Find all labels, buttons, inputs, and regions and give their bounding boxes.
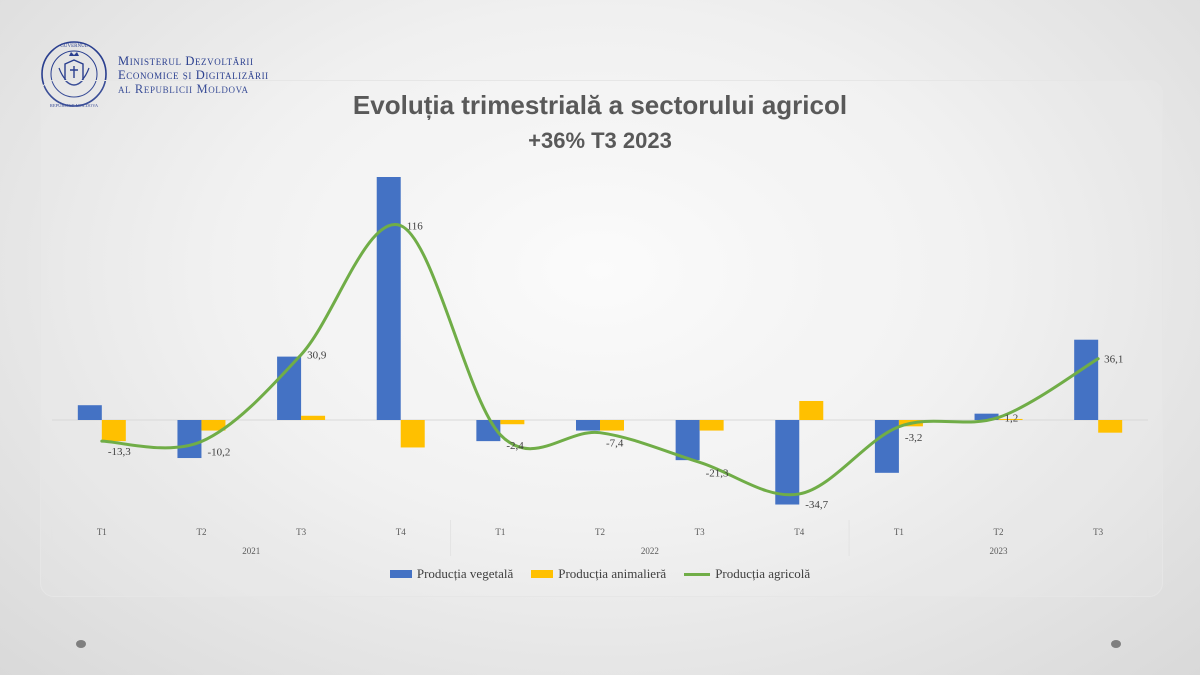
bar-vegetala bbox=[576, 420, 600, 431]
ministry-line-2: Economice și Digitalizării bbox=[118, 68, 269, 82]
bar-animaliera bbox=[600, 420, 624, 431]
data-label-agricola: 1,2 bbox=[1005, 412, 1019, 424]
x-group-label: 2023 bbox=[990, 546, 1009, 556]
bar-animaliera bbox=[201, 420, 226, 431]
legend-item-agricola: Producția agricolă bbox=[684, 566, 810, 582]
bar-animaliera bbox=[998, 418, 1023, 420]
x-tick-label: T4 bbox=[794, 527, 804, 537]
x-tick-label: T1 bbox=[894, 527, 904, 537]
data-label-agricola: 116 bbox=[407, 221, 424, 233]
legend-item-vegetala: Producția vegetală bbox=[389, 566, 514, 582]
bar-animaliera bbox=[1098, 420, 1123, 433]
slide-dot-left bbox=[76, 640, 86, 648]
chart-legend: Producția vegetală Producția animalieră … bbox=[0, 566, 1200, 582]
bar-animaliera bbox=[400, 420, 425, 448]
chart-panel bbox=[40, 80, 1163, 597]
slide-dot-right bbox=[1111, 640, 1121, 648]
ministry-name: Ministerul Dezvoltării Economice și Digi… bbox=[118, 54, 269, 96]
data-label-agricola: -21,3 bbox=[706, 467, 729, 479]
data-label-agricola: -7,4 bbox=[606, 438, 624, 450]
bar-vegetala bbox=[376, 177, 401, 420]
x-tick-label: T1 bbox=[495, 527, 505, 537]
legend-swatch-vegetala bbox=[389, 570, 412, 578]
ministry-line-1: Ministerul Dezvoltării bbox=[118, 54, 254, 68]
x-group-label: 2022 bbox=[641, 546, 659, 556]
x-tick-label: T3 bbox=[695, 527, 705, 537]
bar-vegetala bbox=[1074, 339, 1099, 420]
data-label-agricola: -10,2 bbox=[207, 447, 230, 459]
bar-vegetala bbox=[77, 405, 102, 420]
legend-item-animaliera: Producția animalieră bbox=[531, 566, 666, 582]
x-group-label: 2021 bbox=[242, 546, 260, 556]
x-tick-label: T2 bbox=[595, 527, 605, 537]
bar-vegetala bbox=[675, 420, 700, 461]
bar-vegetala bbox=[775, 420, 800, 505]
legend-label-animaliera: Producția animalieră bbox=[558, 566, 667, 581]
bar-animaliera bbox=[101, 420, 126, 442]
ministry-line-3: al Republicii Moldova bbox=[118, 82, 249, 96]
x-tick-label: T2 bbox=[994, 527, 1004, 537]
ministry-header: GUVERNUL REPUBLICII MOLDOVA Ministerul D… bbox=[40, 36, 269, 114]
data-label-agricola: -2,4 bbox=[506, 440, 524, 452]
legend-label-vegetala: Producția vegetală bbox=[416, 566, 514, 581]
chart-title: Evoluția trimestrială a sectorului agric… bbox=[352, 90, 848, 120]
bar-animaliera bbox=[699, 420, 724, 431]
bar-vegetala bbox=[974, 413, 999, 420]
data-label-agricola: -34,7 bbox=[805, 499, 828, 511]
bar-animaliera bbox=[500, 420, 525, 425]
chart-subtitle: +36% T3 2023 bbox=[528, 128, 672, 153]
government-seal-icon: GUVERNUL REPUBLICII MOLDOVA bbox=[41, 41, 107, 108]
legend-swatch-agricola bbox=[684, 572, 711, 576]
seal-text-top: GUVERNUL bbox=[60, 44, 88, 49]
x-tick-label: T3 bbox=[1093, 527, 1103, 537]
x-tick-label: T1 bbox=[97, 527, 107, 537]
x-tick-label: T2 bbox=[196, 527, 206, 537]
legend-swatch-animaliera bbox=[531, 570, 554, 578]
x-tick-label: T4 bbox=[396, 527, 406, 537]
data-label-agricola: 36,1 bbox=[1104, 354, 1123, 366]
line-agricola bbox=[100, 222, 1100, 497]
x-tick-label: T3 bbox=[296, 527, 306, 537]
bar-animaliera bbox=[799, 400, 824, 420]
data-label-agricola: 30,9 bbox=[307, 350, 327, 362]
bar-animaliera bbox=[301, 415, 326, 420]
seal-text-bottom: REPUBLICII MOLDOVA bbox=[50, 103, 99, 108]
data-label-agricola: -13,3 bbox=[108, 446, 131, 458]
legend-label-agricola: Producția agricolă bbox=[715, 566, 811, 581]
data-label-agricola: -3,2 bbox=[905, 432, 922, 444]
bar-vegetala bbox=[177, 420, 202, 459]
